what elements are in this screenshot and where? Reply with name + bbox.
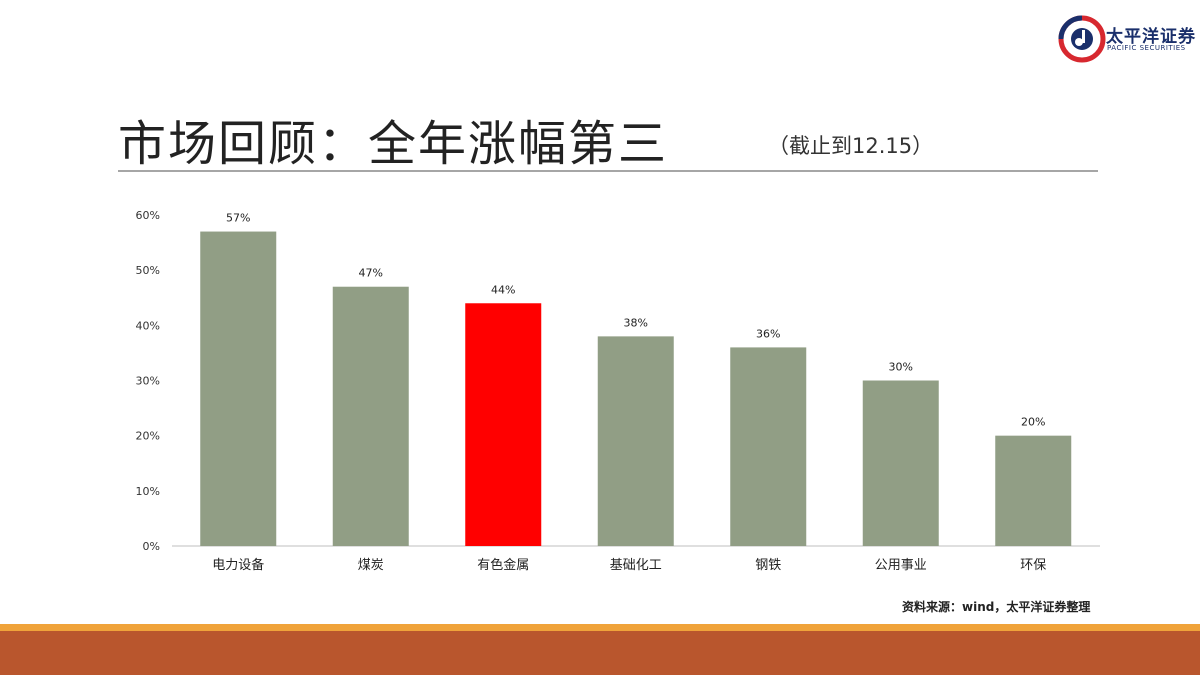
- data-label: 57%: [226, 212, 250, 225]
- title-divider: [118, 170, 1098, 172]
- data-label: 20%: [1021, 416, 1045, 429]
- footer-band-orange: [0, 624, 1200, 631]
- source-note: 资料来源：wind，太平洋证券整理: [902, 600, 1091, 614]
- data-label: 30%: [889, 361, 913, 374]
- bar-7: [995, 435, 1072, 546]
- bar-2: [332, 286, 409, 546]
- bar-4: [597, 336, 674, 546]
- bar-3: [465, 303, 542, 546]
- category-label: 环保: [1020, 558, 1046, 573]
- bar-1: [200, 231, 277, 547]
- category-label: 有色金属: [477, 557, 529, 573]
- data-label: 38%: [624, 316, 648, 329]
- bar-chart: 0% 10% 20% 30% 40% 50% 60% 57% 电力设备 47% 煤炭 44% 有色金属 3…: [136, 209, 1100, 573]
- y-tick-label: 50%: [136, 264, 160, 277]
- footer-band-brown: [0, 631, 1200, 675]
- y-tick-label: 30%: [136, 375, 160, 388]
- y-tick-label: 40%: [136, 319, 160, 332]
- y-tick-label: 60%: [136, 209, 160, 222]
- bar-6: [862, 380, 939, 546]
- category-label: 基础化工: [610, 558, 662, 573]
- y-tick-label: 0%: [143, 540, 160, 553]
- page-subtitle: （截止到12.15）: [768, 134, 934, 158]
- y-tick-label: 20%: [136, 430, 160, 443]
- data-label: 44%: [491, 283, 515, 296]
- pacific-securities-logo-icon: [1058, 15, 1106, 63]
- logo-text-cn: 太平洋证券: [1106, 27, 1196, 47]
- category-label: 公用事业: [875, 558, 927, 573]
- data-label: 36%: [756, 327, 780, 340]
- page-title: 市场回顾：全年涨幅第三: [118, 116, 669, 172]
- category-label: 钢铁: [755, 558, 781, 573]
- category-label: 电力设备: [212, 557, 264, 573]
- bar-5: [730, 347, 807, 546]
- logo-text-en: PACIFIC SECURITIES: [1107, 44, 1186, 52]
- category-label: 煤炭: [358, 558, 384, 573]
- y-tick-label: 10%: [136, 485, 160, 498]
- data-label: 47%: [359, 267, 383, 280]
